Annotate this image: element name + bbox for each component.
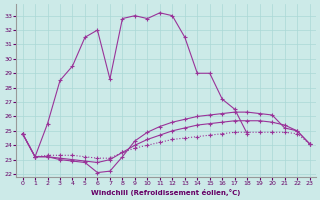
X-axis label: Windchill (Refroidissement éolien,°C): Windchill (Refroidissement éolien,°C) [92, 189, 241, 196]
